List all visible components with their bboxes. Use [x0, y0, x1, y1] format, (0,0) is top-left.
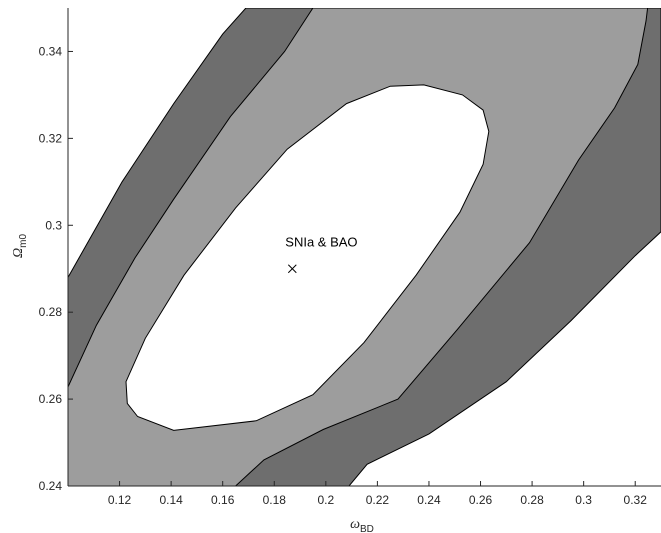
y-tick-label: 0.26 [39, 392, 63, 406]
y-axis-symbol: Ω [11, 248, 26, 258]
axes: 0.12 0.14 0.16 0.18 0.2 0.22 0.24 0.26 0.28 0.3 0.… [39, 8, 661, 507]
x-axis-title: ωBD [350, 517, 374, 533]
x-ticks: 0.12 0.14 0.16 0.18 0.2 0.22 0.24 0.26 0.28 0.3 0.… [108, 481, 647, 507]
x-tick-label: 0.14 [159, 493, 183, 507]
x-tick-label: 0.18 [263, 493, 287, 507]
y-tick-label: 0.24 [39, 479, 63, 493]
x-tick-label: 0.22 [366, 493, 390, 507]
y-ticks: 0.24 0.26 0.28 0.3 0.32 0.34 [39, 44, 73, 493]
y-tick-label: 0.32 [39, 131, 63, 145]
x-tick-label: 0.26 [469, 493, 493, 507]
x-tick-label: 0.32 [624, 493, 648, 507]
x-tick-label: 0.12 [108, 493, 132, 507]
x-tick-label: 0.24 [417, 493, 441, 507]
best-fit-marker-stroke [287, 264, 297, 274]
x-axis-symbol: ω [350, 517, 360, 532]
y-tick-label: 0.34 [39, 44, 63, 58]
y-axis-title: Ωm0 [11, 234, 29, 258]
x-tick-label: 0.3 [575, 493, 592, 507]
x-tick-label: 0.28 [520, 493, 544, 507]
plot-area: SNIa & BAO [68, 8, 661, 486]
x-axis-subscript: BD [360, 524, 374, 533]
best-fit-marker [287, 264, 297, 274]
y-tick-label: 0.28 [39, 305, 63, 319]
annotation-label: SNIa & BAO [285, 235, 357, 250]
y-axis-subscript: m0 [18, 234, 29, 248]
confidence-region-1-sigma [125, 84, 490, 431]
x-tick-label: 0.2 [317, 493, 334, 507]
y-tick-label: 0.3 [45, 218, 62, 232]
x-tick-label: 0.16 [211, 493, 235, 507]
